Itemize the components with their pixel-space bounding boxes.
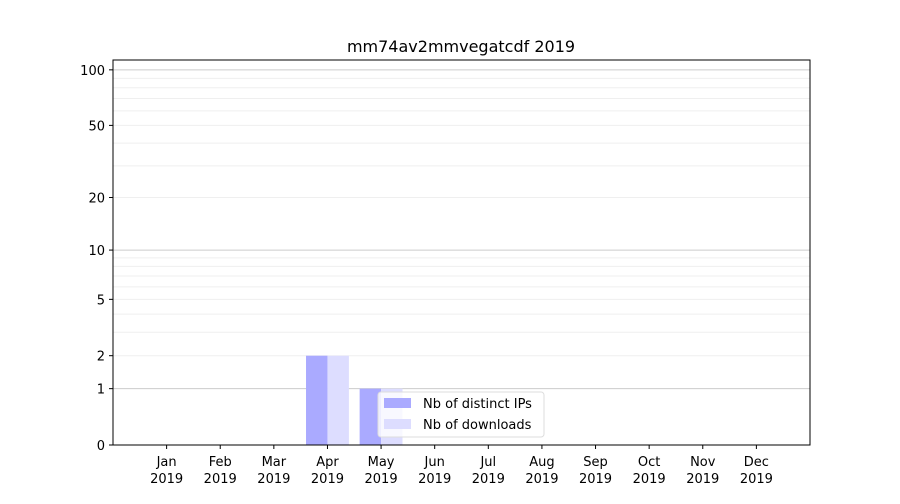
- x-tick-label: Jun: [424, 455, 445, 470]
- y-tick-label: 10: [88, 244, 105, 259]
- plot-frame: [112, 59, 811, 446]
- x-tick-label: Oct: [638, 455, 660, 470]
- x-tick-label-year: 2019: [686, 472, 719, 487]
- y-tick-label: 50: [88, 119, 105, 134]
- x-tick-label: Nov: [690, 455, 716, 470]
- y-tick-label: 20: [88, 192, 105, 207]
- x-tick-label-year: 2019: [740, 472, 773, 487]
- x-tick-label-year: 2019: [633, 472, 666, 487]
- chart-title: mm74av2mmvegatcdf 2019: [347, 37, 575, 56]
- x-tick-label: Feb: [209, 455, 232, 470]
- legend-swatch: [384, 419, 411, 429]
- x-tick-label-year: 2019: [579, 472, 612, 487]
- y-tick-label: 100: [80, 64, 105, 79]
- x-tick-label-year: 2019: [472, 472, 505, 487]
- y-tick-label: 1: [97, 383, 105, 398]
- x-tick-label: Apr: [316, 455, 339, 470]
- x-tick-label-year: 2019: [150, 472, 183, 487]
- x-tick-label: May: [368, 455, 395, 470]
- y-tick-label: 2: [97, 350, 105, 365]
- x-tick-label: Aug: [529, 455, 554, 470]
- x-tick-label-year: 2019: [257, 472, 290, 487]
- bar-downloads: [327, 355, 349, 445]
- x-tick-label: Sep: [583, 455, 608, 470]
- legend-swatch: [384, 398, 411, 408]
- x-tick-label-year: 2019: [204, 472, 237, 487]
- legend-label: Nb of distinct IPs: [423, 397, 532, 412]
- legend-box: [377, 391, 545, 438]
- legend-label: Nb of downloads: [423, 418, 532, 433]
- x-tick-label: Jan: [156, 455, 177, 470]
- y-tick-label: 0: [97, 439, 105, 454]
- legend: Nb of distinct IPs Nb of downloads: [377, 391, 545, 438]
- bar-distinct-ips: [306, 355, 328, 445]
- x-tick-label: Jul: [479, 455, 496, 470]
- x-tick-label: Dec: [744, 455, 769, 470]
- x-tick-label-year: 2019: [525, 472, 558, 487]
- x-tick-label: Mar: [262, 455, 287, 470]
- x-tick-label-year: 2019: [311, 472, 344, 487]
- y-tick-label: 5: [97, 293, 105, 308]
- x-tick-label-year: 2019: [365, 472, 398, 487]
- bar-distinct-ips: [359, 388, 382, 445]
- x-tick-label-year: 2019: [418, 472, 451, 487]
